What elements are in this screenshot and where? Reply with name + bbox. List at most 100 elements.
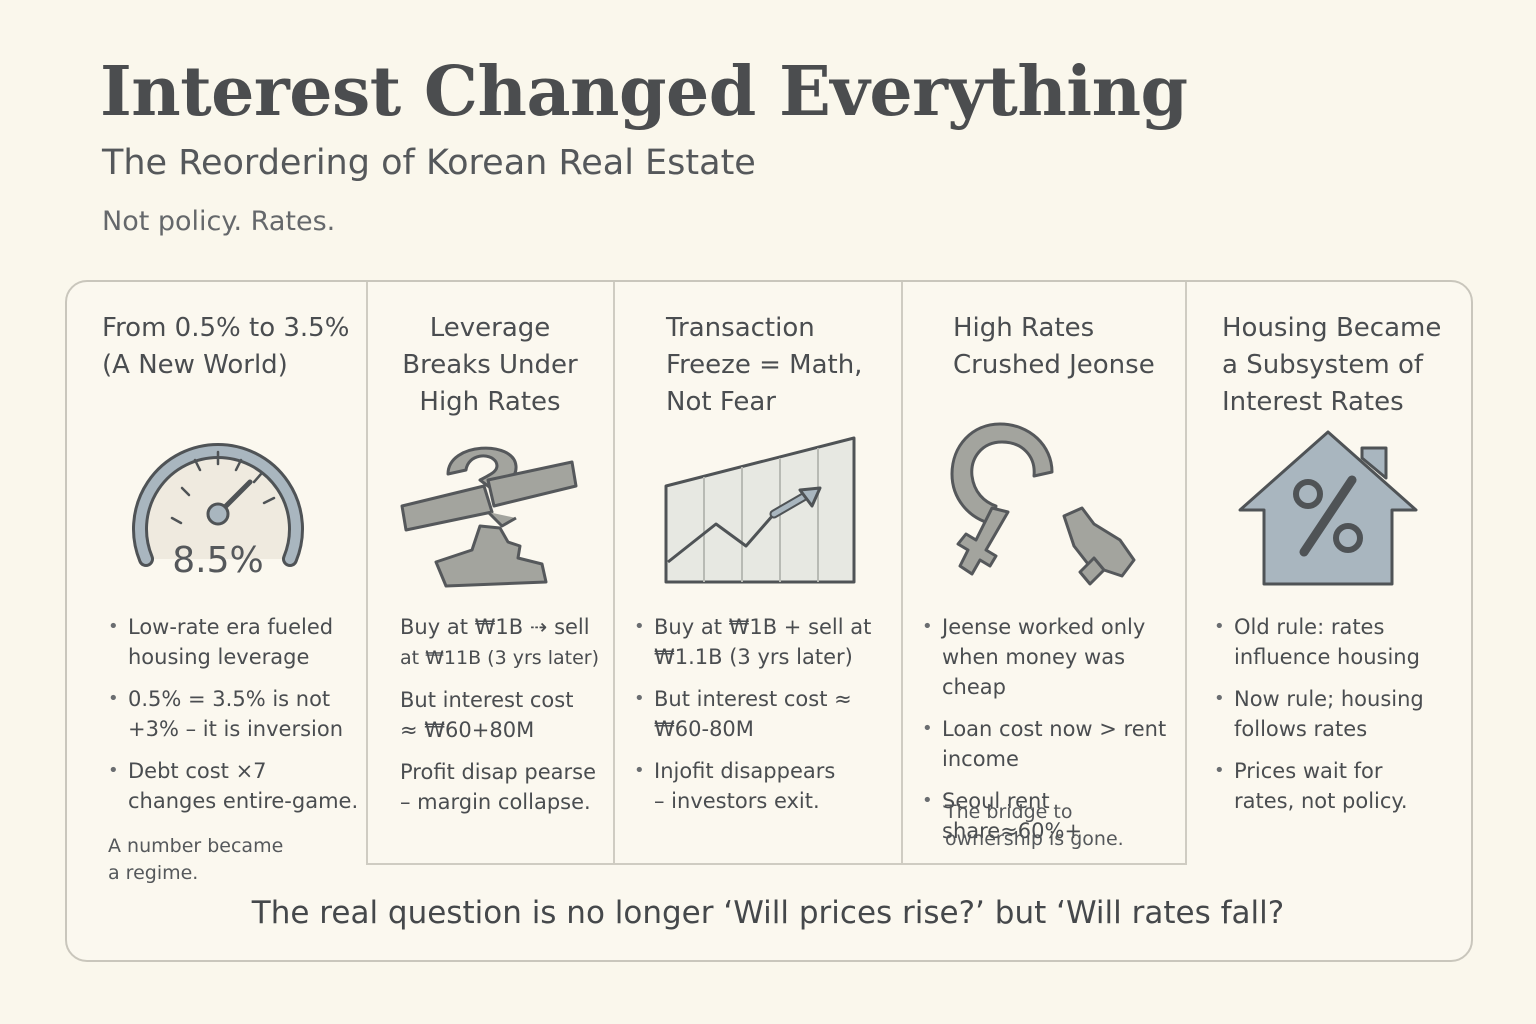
column-title-line: High Rates	[953, 313, 1095, 343]
bullet-line: ₩1.1B (3 yrs later)	[654, 645, 853, 669]
bullet-line: rates, not policy.	[1234, 789, 1408, 813]
bullet-dot-icon: •	[634, 616, 645, 637]
bullet-item: • Buy at ₩1B + sell at ₩1.1B (3 yrs later)	[632, 612, 894, 672]
bullet-list: • Low-rate era fueled housing leverage • 0.…	[106, 612, 361, 828]
bullet-line: follows rates	[1234, 717, 1368, 741]
column-divider	[613, 282, 615, 865]
bullet-line: – margin collapse.	[400, 790, 591, 814]
bullet-line: Buy at ₩1B ⇢ sell	[400, 615, 590, 639]
bullet-line: Buy at ₩1B + sell at	[654, 615, 872, 639]
bullet-dot-icon: •	[922, 718, 933, 739]
bullet-item: • But interest cost ≈ ₩60-80M	[632, 684, 894, 744]
bullet-line: Old rule: rates	[1234, 615, 1385, 639]
bullet-line: Jeense worked only	[942, 615, 1146, 639]
column-title-line: (A New World)	[102, 350, 288, 380]
column-divider	[901, 282, 903, 865]
column-title-line: Housing Became	[1222, 313, 1442, 343]
bullet-line: ₩60-80M	[654, 717, 754, 741]
bullet-item: • Seoul rent share≈60%+	[920, 786, 1190, 846]
bullet-dot-icon: •	[1214, 616, 1225, 637]
column-title-line: High Rates	[419, 387, 561, 417]
bullet-line: Low-rate era fueled	[128, 615, 334, 639]
rising-chart-icon	[662, 434, 858, 588]
bullet-dot-icon: •	[922, 790, 933, 811]
bullet-line: But interest cost	[400, 688, 574, 712]
note-line: A number became	[108, 835, 284, 857]
bullet-dot-icon: •	[108, 688, 119, 709]
bullet-line: ≈ ₩60+80M	[400, 718, 535, 742]
bullet-line: Now rule; housing	[1234, 687, 1424, 711]
bullet-item: • 0.5% = 3.5% is not +3% – it is inversion	[106, 684, 361, 744]
column-title-line: a Subsystem of	[1222, 350, 1424, 380]
gauge-value: 8.5%	[172, 540, 264, 581]
bullet-list: • Jeense worked only when money was cheap …	[920, 612, 1190, 858]
bullet-line: But interest cost ≈	[654, 687, 852, 711]
bullet-line: Injofit disappears	[654, 759, 836, 783]
column-divider	[1185, 282, 1187, 865]
bullet-item: • Prices wait for rates, not policy.	[1212, 756, 1467, 816]
bullet-item: • Loan cost now > rent income	[920, 714, 1190, 774]
bullet-line: when money was cheap	[942, 645, 1126, 699]
bullet-item: • Jeense worked only when money was cheap	[920, 612, 1190, 702]
bullet-item: Profit disap pearse – margin collapse.	[400, 757, 610, 817]
bullet-item: • Low-rate era fueled housing leverage	[106, 612, 361, 672]
bullet-dot-icon: •	[1214, 760, 1225, 781]
bullet-line: influence housing	[1234, 645, 1420, 669]
bullet-list: • Buy at ₩1B + sell at ₩1.1B (3 yrs later)…	[632, 612, 894, 828]
column-title: Leverage Breaks Under High Rates	[380, 310, 600, 421]
bullet-line: changes entire-game.	[128, 789, 359, 813]
gauge-icon	[128, 424, 308, 589]
bullet-line: housing leverage	[128, 645, 310, 669]
content-panel	[65, 280, 1473, 962]
column-divider	[366, 282, 368, 865]
bullet-line: 0.5% = 3.5% is not	[128, 687, 331, 711]
column-title-line: Freeze = Math,	[666, 350, 863, 380]
column-title: From 0.5% to 3.5% (A New World)	[102, 310, 357, 384]
column-title-line: Transaction	[666, 313, 815, 343]
column-title-line: Crushed Jeonse	[953, 350, 1155, 380]
bullet-line: Loan cost now > rent	[942, 717, 1167, 741]
bullet-dot-icon: •	[634, 760, 645, 781]
bullet-dot-icon: •	[1214, 688, 1225, 709]
bullet-item: • Now rule; housing follows rates	[1212, 684, 1467, 744]
column-title-line: From 0.5% to 3.5%	[102, 313, 350, 343]
closing-question: The real question is no longer ‘Will pri…	[251, 895, 1285, 931]
bullet-line: Prices wait for	[1234, 759, 1383, 783]
house-percent-icon	[1238, 428, 1418, 588]
bullet-dot-icon: •	[922, 616, 933, 637]
bullet-line: Seoul rent share≈60%+	[942, 789, 1083, 843]
column-title: Housing Became a Subsystem of Interest R…	[1222, 310, 1462, 421]
bullet-item: • Old rule: rates influence housing	[1212, 612, 1467, 672]
bullet-line: Profit disap pearse	[400, 760, 597, 784]
bullet-line: income	[942, 747, 1019, 771]
bullet-item: • Debt cost ×7 changes entire-game.	[106, 756, 361, 816]
column-note: The bridge to ownership is gone.	[945, 799, 1175, 853]
column-title-line: Not Fear	[666, 387, 776, 417]
column-note: A number became a regime.	[108, 833, 348, 887]
bullet-line: at ₩11B (3 yrs later)	[400, 647, 599, 669]
note-line: The bridge to	[945, 801, 1073, 823]
bullet-line: – investors exit.	[654, 789, 820, 813]
column-title: Transaction Freeze = Math, Not Fear	[666, 310, 891, 421]
broken-key-icon	[944, 420, 1140, 592]
bullet-line: +3% – it is inversion	[128, 717, 344, 741]
bullet-dot-icon: •	[634, 688, 645, 709]
columns-bottom-rule	[366, 863, 1187, 865]
column-title-line: Breaks Under	[402, 350, 578, 380]
page-subtitle: The Reordering of Korean Real Estate	[102, 143, 756, 183]
bullet-list: Buy at ₩1B ⇢ sell at ₩11B (3 yrs later) B…	[400, 612, 610, 829]
bullet-dot-icon: •	[108, 616, 119, 637]
bullet-dot-icon: •	[108, 760, 119, 781]
note-line: a regime.	[108, 862, 199, 884]
bullet-item: • Injofit disappears – investors exit.	[632, 756, 894, 816]
column-title: High Rates Crushed Jeonse	[953, 310, 1178, 384]
tagline: Not policy. Rates.	[102, 206, 336, 237]
bullet-item: But interest cost ≈ ₩60+80M	[400, 685, 610, 745]
broken-lever-icon	[396, 434, 582, 590]
page-title: Interest Changed Everything	[100, 52, 1188, 132]
bullet-list: • Old rule: rates influence housing • Now r…	[1212, 612, 1467, 828]
bullet-line: Debt cost ×7	[128, 759, 267, 783]
bullet-item: Buy at ₩1B ⇢ sell at ₩11B (3 yrs later)	[400, 612, 610, 673]
column-title-line: Interest Rates	[1222, 387, 1404, 417]
note-line: ownership is gone.	[945, 828, 1124, 850]
